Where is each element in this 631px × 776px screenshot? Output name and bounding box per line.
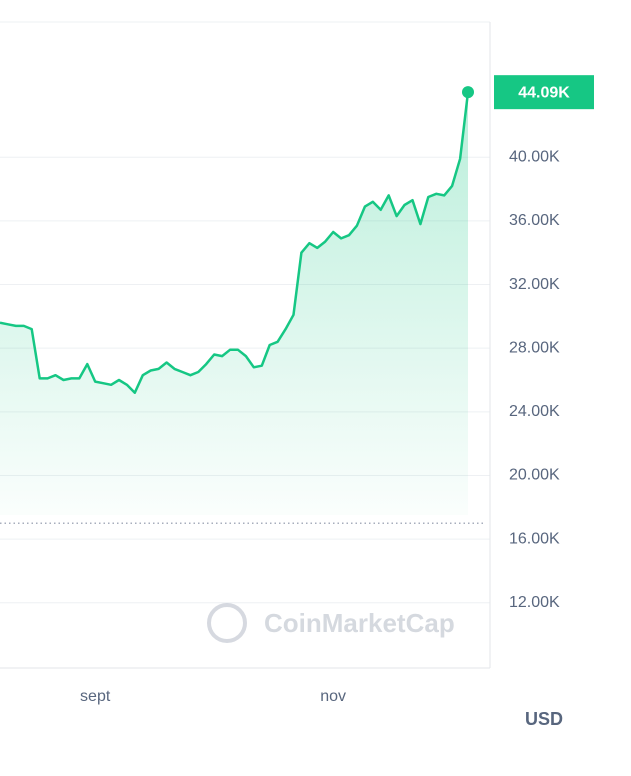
price-tag-label: 44.09K xyxy=(518,84,570,101)
last-point xyxy=(462,86,474,99)
watermark: CoinMarketCap xyxy=(207,603,455,643)
price-area xyxy=(0,92,468,515)
y-tick-label: 40.00K xyxy=(509,148,560,165)
y-tick-label: 20.00K xyxy=(509,467,560,484)
y-tick-label: 16.00K xyxy=(509,530,560,547)
price-tag xyxy=(494,75,594,110)
price-line xyxy=(0,92,470,394)
watermark-text: CoinMarketCap xyxy=(264,608,455,638)
x-tick-label: nov xyxy=(320,688,346,705)
y-tick-label: 36.00K xyxy=(509,212,560,229)
y-tick-label: 28.00K xyxy=(509,339,560,356)
y-tick-label: 12.00K xyxy=(509,594,560,611)
watermark-logo xyxy=(207,603,247,643)
x-tick-label: sept xyxy=(80,688,111,705)
currency-label: USD xyxy=(525,709,563,729)
y-tick-label: 32.00K xyxy=(509,276,560,293)
y-tick-label: 24.00K xyxy=(509,403,560,420)
